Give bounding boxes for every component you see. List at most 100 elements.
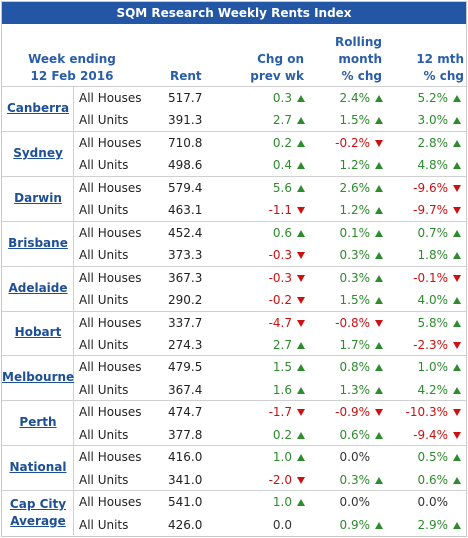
rent-value: 541.0	[168, 495, 203, 510]
change-value: 4.2%	[417, 382, 449, 397]
city-link[interactable]: Darwin	[14, 190, 62, 205]
up-arrow	[375, 476, 383, 484]
change-value: 3.0%	[417, 113, 449, 128]
change-value: 1.5	[272, 360, 292, 375]
dwelling-type: All Units	[79, 517, 129, 532]
up-arrow	[375, 297, 383, 304]
city-link[interactable]: National	[9, 460, 67, 475]
dwelling-type: All Houses	[79, 360, 142, 375]
change-value: 1.5%	[339, 293, 371, 307]
change-value: 0.3%	[339, 248, 371, 263]
up-arrow	[297, 117, 305, 125]
change-value: -0.2%	[335, 135, 370, 150]
dwelling-type: All Houses	[79, 495, 142, 510]
city-link[interactable]: Canberra	[6, 100, 70, 115]
row-divider	[2, 175, 466, 177]
dwelling-type: All Houses	[79, 135, 142, 150]
change-value: -10.3%	[405, 405, 448, 420]
up-arrow	[453, 454, 461, 462]
row-divider	[2, 220, 466, 222]
row-divider	[2, 130, 466, 132]
down-arrow	[453, 431, 461, 439]
up-arrow	[297, 184, 305, 192]
change-value: 1.7%	[339, 337, 371, 352]
change-value: 1.2%	[339, 158, 371, 173]
change-value: 0.6%	[417, 472, 449, 487]
down-arrow	[297, 319, 305, 327]
change-value: 1.2%	[339, 203, 371, 218]
city-link[interactable]: Average	[10, 513, 66, 528]
row-divider	[2, 355, 466, 357]
change-value: -0.1%	[413, 270, 448, 285]
change-value: -9.4%	[413, 427, 448, 442]
down-arrow	[297, 409, 305, 417]
down-arrow	[375, 409, 383, 417]
rent-value: 579.4	[168, 180, 203, 195]
dwelling-type: All Houses	[79, 270, 142, 285]
change-value: 0.3%	[339, 472, 371, 487]
dwelling-type: All Units	[79, 248, 129, 263]
change-value: 0.7%	[417, 225, 449, 240]
change-value: 0.0%	[339, 450, 371, 465]
column-header: 12 Feb 2016	[30, 69, 114, 83]
down-arrow	[453, 341, 461, 349]
change-value: -9.6%	[413, 180, 448, 195]
down-arrow	[297, 274, 305, 282]
up-arrow	[375, 117, 383, 125]
up-arrow	[375, 386, 383, 394]
dwelling-type: All Houses	[79, 405, 142, 420]
dwelling-type: All Units	[79, 337, 129, 352]
dwelling-type: All Houses	[79, 450, 142, 465]
city-link[interactable]: Melbourne	[2, 370, 75, 385]
change-value: 0.1%	[339, 225, 371, 240]
city-link[interactable]: Perth	[19, 415, 57, 430]
column-header: Rolling	[335, 35, 382, 49]
change-value: -1.1	[268, 203, 292, 218]
rent-value: 710.8	[168, 135, 203, 150]
down-arrow	[297, 207, 305, 215]
row-divider	[2, 445, 466, 447]
city-link[interactable]: Hobart	[14, 325, 62, 340]
column-header: Week ending	[28, 52, 116, 66]
change-value: 1.5%	[339, 113, 371, 128]
city-link[interactable]: Cap City	[9, 496, 67, 511]
down-arrow	[297, 297, 305, 304]
down-arrow	[297, 252, 305, 260]
city-link[interactable]: Brisbane	[8, 235, 68, 250]
change-value: -9.7%	[413, 203, 448, 218]
change-value: 0.6%	[339, 427, 371, 442]
change-value: -4.7	[268, 315, 292, 330]
rent-value: 373.3	[168, 248, 203, 263]
down-arrow	[375, 139, 383, 147]
up-arrow	[375, 95, 383, 102]
up-arrow	[297, 162, 305, 170]
change-value: 2.7	[272, 113, 292, 128]
row-divider	[2, 265, 466, 267]
up-arrow	[375, 207, 383, 215]
up-arrow	[297, 95, 305, 102]
change-value: 0.0%	[339, 495, 371, 510]
table-title: SQM Research Weekly Rents Index	[2, 2, 466, 24]
up-arrow	[297, 386, 305, 394]
dwelling-type: All Units	[79, 158, 129, 173]
up-arrow	[453, 476, 461, 484]
change-value: 1.0	[272, 495, 292, 510]
change-value: 1.6	[272, 382, 292, 397]
down-arrow	[453, 409, 461, 417]
city-link[interactable]: Sydney	[13, 145, 63, 160]
up-arrow	[375, 274, 383, 282]
up-arrow	[453, 95, 461, 102]
up-arrow	[453, 319, 461, 327]
change-value: 1.0	[272, 450, 292, 465]
up-arrow	[297, 454, 305, 462]
up-arrow	[297, 499, 305, 507]
change-value: 2.9%	[417, 517, 449, 532]
city-link[interactable]: Adelaide	[8, 280, 68, 295]
change-value: 2.7	[272, 337, 292, 352]
up-arrow	[375, 521, 383, 529]
up-arrow	[297, 364, 305, 372]
change-value: 5.2%	[417, 91, 449, 105]
rent-value: 274.3	[168, 337, 203, 352]
row-divider	[2, 86, 466, 87]
